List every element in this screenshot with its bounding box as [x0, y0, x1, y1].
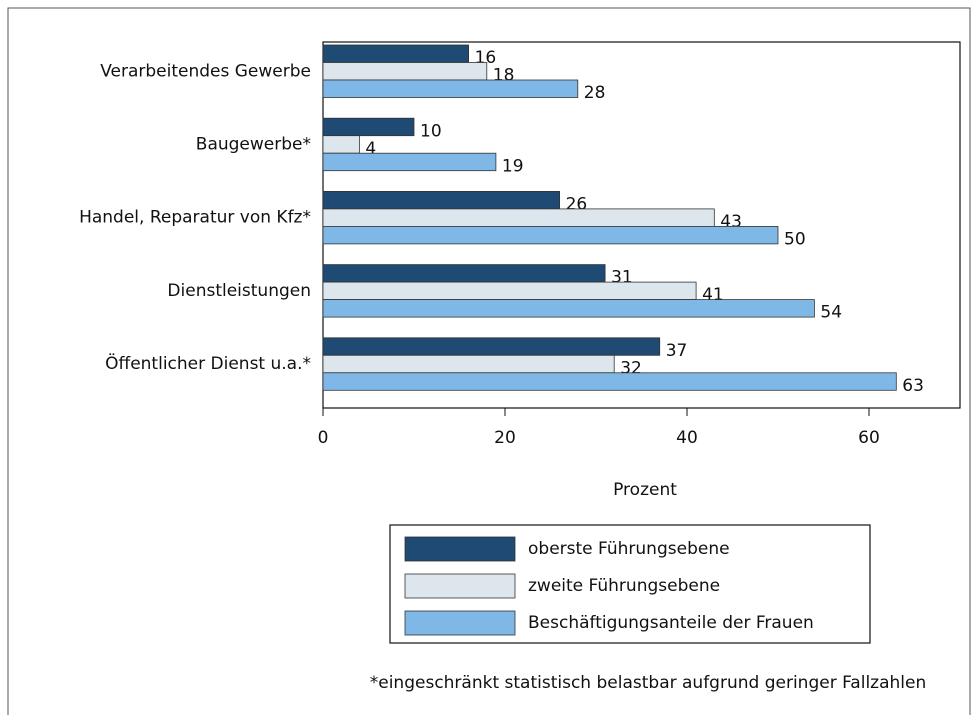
y-tick-label: Baugewerbe*: [196, 134, 311, 154]
bar: [322, 208, 715, 227]
y-tick-label: Dienstleistungen: [167, 281, 311, 301]
legend-label: zweite Führungsebene: [528, 576, 720, 596]
bar: [322, 152, 497, 172]
bar: [322, 354, 615, 374]
bar: [322, 299, 815, 318]
y-tick-label: Handel, Reparatur von Kfz*: [79, 208, 311, 228]
frame: [7, 7, 971, 715]
value-label: 37: [666, 341, 688, 361]
bar: [322, 337, 661, 356]
legend-swatch: [404, 573, 516, 599]
value-label: 19: [502, 156, 524, 176]
bar: [322, 190, 561, 210]
value-label: 63: [902, 376, 924, 396]
x-tick-label: 20: [494, 428, 516, 448]
footnote: *eingeschränkt statistisch belastbar auf…: [370, 673, 926, 693]
bar: [322, 372, 897, 391]
bar: [322, 264, 606, 283]
legend-swatch: [404, 536, 516, 562]
bar: [322, 117, 415, 137]
legend: [389, 524, 871, 644]
value-label: 10: [420, 121, 442, 141]
bar: [322, 225, 779, 245]
x-tick-label: 40: [676, 428, 698, 448]
legend-label: oberste Führungsebene: [528, 539, 730, 559]
x-tick-label: 0: [318, 428, 329, 448]
legend-label: Beschäftigungsanteile der Frauen: [528, 613, 814, 633]
value-label: 54: [820, 303, 842, 323]
y-tick-label: Öffentlicher Dienst u.a.*: [105, 352, 311, 374]
bar: [322, 44, 470, 63]
bar: [322, 79, 579, 98]
bar: [322, 62, 488, 81]
value-label: 4: [365, 139, 376, 159]
legend-swatch: [404, 610, 516, 636]
bar: [322, 135, 360, 154]
value-label: 28: [584, 83, 606, 103]
y-tick-label: Verarbeitendes Gewerbe: [100, 61, 311, 81]
x-axis-label: Prozent: [613, 480, 677, 500]
x-tick-label: 60: [858, 428, 880, 448]
value-label: 50: [784, 230, 806, 250]
bar: [322, 281, 697, 301]
